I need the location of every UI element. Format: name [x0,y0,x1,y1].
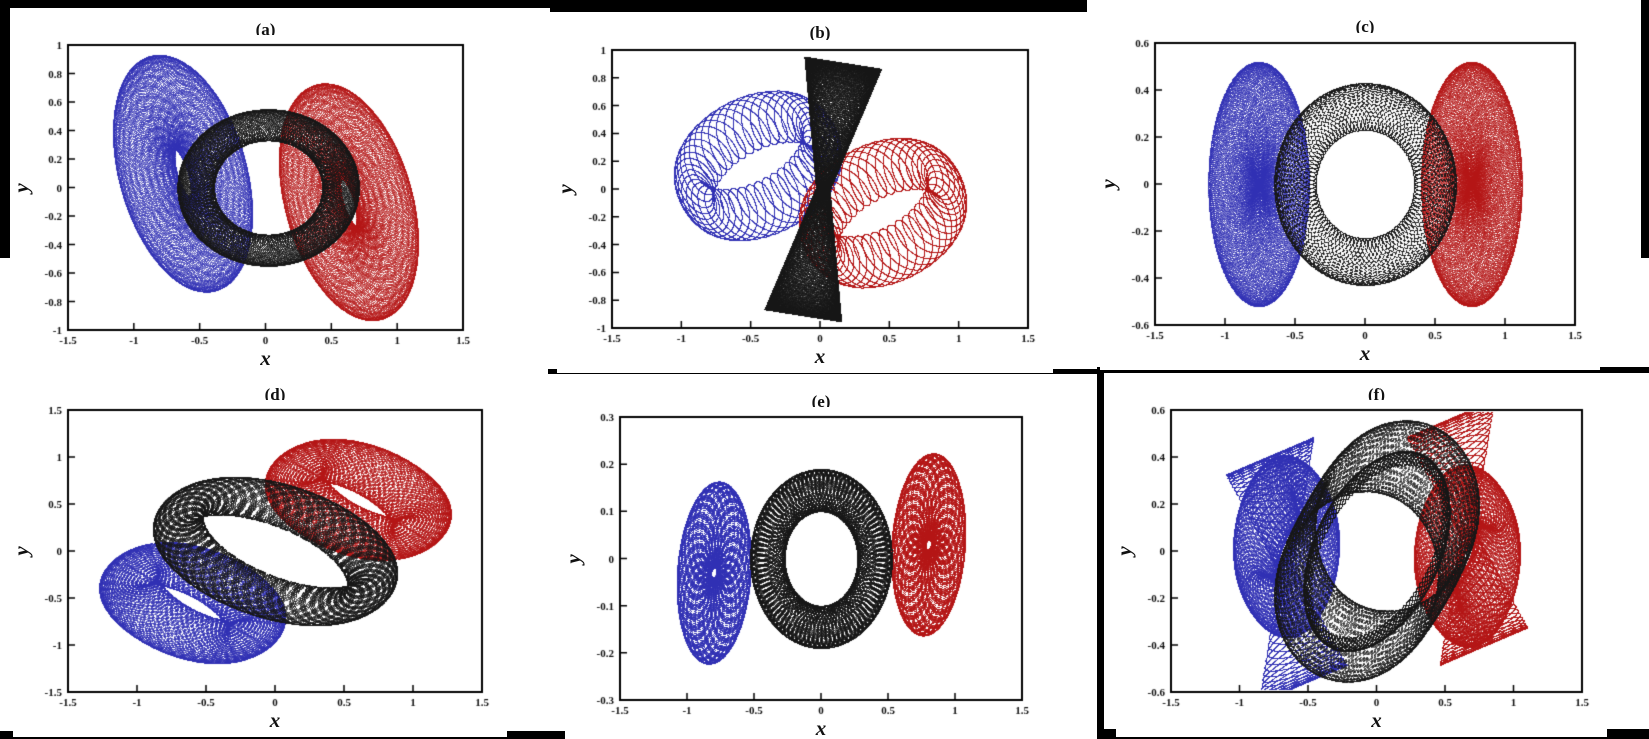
subplot-b-title: (b) [809,23,831,42]
subplot-f-y-axis-label: y [1112,546,1136,556]
subplot-a-y-axis-label: y [9,182,33,193]
subplot-a-x-axis-label: x [260,346,271,370]
subplot-b-y-axis-label: y [553,184,577,194]
subplot-d-y-axis-label: y [9,546,33,556]
subplot-d-plot-area [13,400,507,737]
subplot-d-title: (d) [264,385,286,404]
subplot-f-plot-area [1116,400,1607,737]
decor-strip-left [0,0,10,258]
subplot-a-plot-area [13,35,488,375]
subplot-c-x-axis-label: x [1359,341,1371,365]
subplot-c-title: (c) [1355,17,1375,36]
decor-strip-right [1641,0,1649,258]
decor-bar-top-thick [550,0,1087,12]
subplot-d-x-axis-label: x [269,708,281,732]
subplot-b-x-axis-label: x [814,344,826,368]
subplot-e-title: (e) [811,392,831,411]
subplot-e-y-axis-label: y [561,553,585,564]
subplot-f-x-axis-label: x [1371,708,1382,732]
subplot-c-plot-area [1100,33,1600,370]
subplot-e-x-axis-label: x [815,716,827,739]
subplot-a-title: (a) [255,20,276,39]
subplot-b-plot-area [557,40,1053,373]
subplot-c-y-axis-label: y [1096,179,1120,189]
subplot-e-plot-area [565,407,1047,739]
decor-bar-top-thin [0,0,550,8]
subplot-f-title: (f) [1368,385,1385,404]
